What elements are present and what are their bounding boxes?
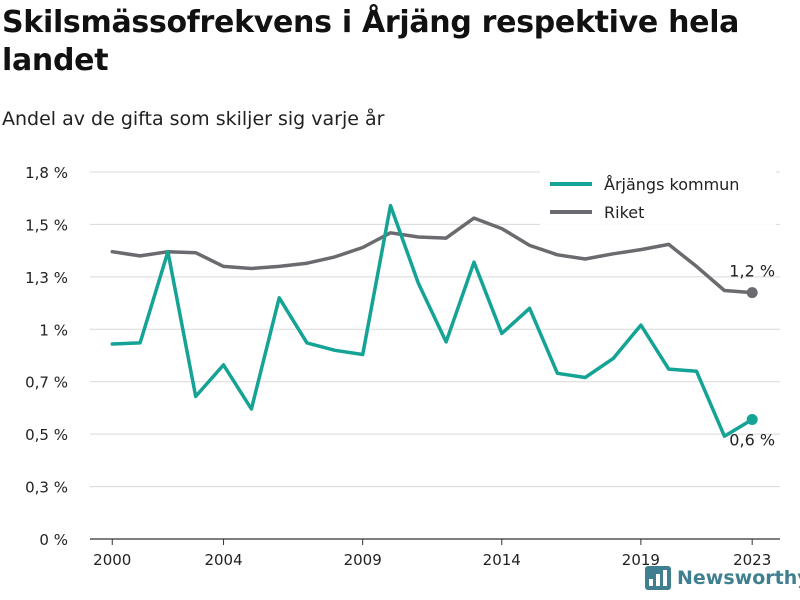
x-tick-label: 2014 (483, 551, 521, 569)
x-tick-label: 2023 (733, 551, 771, 569)
newsworthy-logo-icon (645, 566, 671, 590)
brand[interactable]: Newsworthy (645, 566, 800, 590)
series-layer: 1,2 % 0,6 % (110, 203, 775, 449)
y-tick-label: 0,7 % (25, 374, 68, 392)
y-tick-label: 1,8 % (25, 164, 68, 182)
y-tick-label: 1 % (39, 321, 68, 339)
y-tick-label: 0,5 % (25, 426, 68, 444)
end-label-arjang: 0,6 % (729, 430, 775, 449)
legend-label-riket[interactable]: Riket (604, 203, 644, 222)
x-tick-label: 2019 (622, 551, 660, 569)
x-axis: 2000 2004 2009 2014 2019 2023 (93, 539, 771, 569)
legend-label-arjang[interactable]: Årjängs kommun (604, 175, 739, 194)
y-tick-label: 1,3 % (25, 269, 68, 287)
x-tick-label: 2000 (93, 551, 131, 569)
y-tick-label: 0,3 % (25, 479, 68, 497)
series-line-arjang (110, 203, 754, 438)
legend-background (540, 168, 776, 232)
grid-lines (90, 171, 780, 540)
chart-subtitle: Andel av de gifta som skiljer sig varje … (2, 108, 385, 130)
end-point-arjang (746, 413, 758, 425)
series-line-riket (110, 216, 754, 295)
chart-title: Skilsmässofrekvens i Årjäng respektive h… (2, 5, 740, 78)
brand-name: Newsworthy (677, 567, 800, 589)
end-point-riket (746, 287, 758, 299)
end-label-riket: 1,2 % (729, 262, 775, 281)
x-tick-label: 2009 (344, 551, 382, 569)
y-axis: 0 % 0,3 % 0,5 % 0,7 % 1 % 1,3 % 1,5 % 1,8 % (25, 164, 68, 549)
y-tick-label: 0 % (39, 531, 68, 549)
y-tick-label: 1,5 % (25, 216, 68, 234)
x-tick-label: 2004 (204, 551, 242, 569)
legend: Årjängs kommun Riket (540, 168, 776, 232)
